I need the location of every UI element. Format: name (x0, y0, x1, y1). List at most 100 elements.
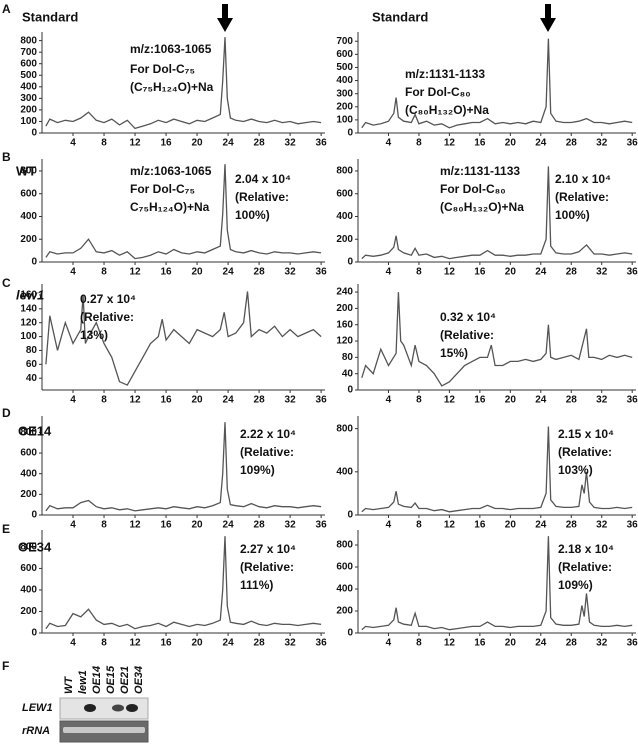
x-tick-label: 20 (192, 138, 204, 149)
y-tick-label: 120 (336, 336, 353, 347)
annotation: 2.18 x 10⁴ (558, 542, 614, 556)
y-tick-label: 240 (336, 287, 353, 298)
x-tick-label: 20 (192, 638, 204, 649)
lane-label: lew1 (77, 670, 89, 694)
annotation: (Relative: (240, 445, 294, 459)
x-tick-label: 8 (101, 638, 107, 649)
x-tick-label: 20 (192, 395, 204, 406)
x-tick-label: 28 (566, 138, 578, 149)
annotation: 2.22 x 10⁴ (240, 427, 296, 441)
row-label: LEW1 (22, 702, 53, 714)
panel-title: Standard (22, 9, 78, 24)
panel-title: Standard (372, 9, 428, 24)
trace (45, 422, 322, 512)
annotation: 0.32 x 10⁴ (440, 310, 496, 324)
x-tick-label: 12 (444, 520, 456, 531)
row-label: rRNA (22, 725, 50, 737)
y-tick-label: 400 (20, 585, 37, 596)
annotation: (Relative: (80, 310, 134, 324)
y-tick-label: 800 (20, 427, 37, 438)
x-tick-label: 28 (566, 638, 578, 649)
x-tick-label: 28 (566, 520, 578, 531)
band (112, 704, 124, 712)
y-tick-label: 0 (347, 628, 353, 639)
x-tick-label: 20 (505, 638, 517, 649)
x-tick-label: 20 (192, 267, 204, 278)
y-tick-label: 400 (20, 81, 37, 92)
annotation: (Relative: (558, 445, 612, 459)
annotation: C₇₅H₁₂₄O)+Na (130, 200, 210, 214)
annotation: 2.27 x 10⁴ (240, 542, 296, 556)
x-tick-label: 4 (386, 138, 392, 149)
y-tick-label: 0 (31, 128, 37, 139)
x-tick-label: 12 (444, 395, 456, 406)
y-tick-label: 160 (20, 290, 37, 301)
x-tick-label: 8 (101, 520, 107, 531)
y-tick-label: 40 (26, 373, 38, 384)
annotation: 13%) (80, 328, 108, 342)
gel-blot (59, 697, 149, 720)
x-tick-label: 4 (70, 520, 76, 531)
annotation: For Dol-C₇₅ (130, 62, 195, 76)
x-tick-label: 36 (316, 395, 328, 406)
y-tick-label: 800 (336, 423, 353, 434)
x-tick-label: 24 (535, 267, 547, 278)
x-tick-label: 16 (474, 267, 486, 278)
x-tick-label: 28 (254, 520, 266, 531)
trace (361, 536, 633, 631)
y-tick-label: 400 (336, 584, 353, 595)
x-tick-label: 36 (316, 520, 328, 531)
trace (361, 166, 633, 260)
y-tick-label: 400 (20, 211, 37, 222)
y-tick-label: 300 (336, 88, 353, 99)
lane-label: OE15 (105, 665, 117, 694)
panel-letter: F (2, 659, 9, 673)
y-tick-label: 600 (20, 58, 37, 69)
x-tick-label: 16 (474, 395, 486, 406)
trace (45, 291, 322, 386)
annotation: m/z:1131-1133 (440, 164, 520, 178)
annotation: (C₇₅H₁₂₄O)+Na (130, 80, 214, 94)
x-tick-label: 16 (160, 138, 172, 149)
annotation: 103%) (558, 463, 593, 477)
trace (361, 292, 633, 387)
y-tick-label: 700 (20, 47, 37, 58)
annotation: (Relative: (240, 560, 294, 574)
trace (45, 37, 322, 130)
annotation: 2.10 x 10⁴ (555, 172, 611, 186)
x-tick-label: 24 (223, 395, 235, 406)
annotation: For Dol-C₈₀ (405, 85, 471, 99)
y-tick-label: 100 (20, 116, 37, 127)
arrow (217, 4, 233, 32)
x-tick-label: 24 (223, 138, 235, 149)
x-tick-label: 32 (596, 395, 608, 406)
x-tick-label: 20 (505, 520, 517, 531)
band (126, 704, 138, 712)
x-tick-label: 32 (285, 520, 297, 531)
x-tick-label: 4 (386, 395, 392, 406)
y-tick-label: 600 (20, 448, 37, 459)
lane-label: OE34 (133, 666, 145, 694)
annotation: m/z:1063-1065 (130, 164, 212, 178)
y-tick-label: 0 (31, 510, 37, 521)
y-tick-label: 400 (336, 75, 353, 86)
y-tick-label: 100 (20, 331, 37, 342)
x-tick-label: 4 (386, 638, 392, 649)
x-tick-label: 8 (101, 267, 107, 278)
x-tick-label: 24 (223, 520, 235, 531)
x-tick-label: 8 (416, 638, 422, 649)
x-tick-label: 8 (416, 395, 422, 406)
y-tick-label: 0 (31, 628, 37, 639)
annotation: (Relative: (440, 328, 494, 342)
annotation: (Relative: (558, 560, 612, 574)
y-tick-label: 400 (336, 466, 353, 477)
annotation: 109%) (240, 463, 275, 477)
annotation: (C₈₀H₁₃₂O)+Na (405, 103, 489, 117)
y-tick-label: 800 (20, 35, 37, 46)
panel-letter: D (2, 406, 11, 420)
x-tick-label: 32 (596, 520, 608, 531)
x-tick-label: 8 (416, 138, 422, 149)
x-tick-label: 32 (596, 138, 608, 149)
y-tick-label: 400 (336, 211, 353, 222)
